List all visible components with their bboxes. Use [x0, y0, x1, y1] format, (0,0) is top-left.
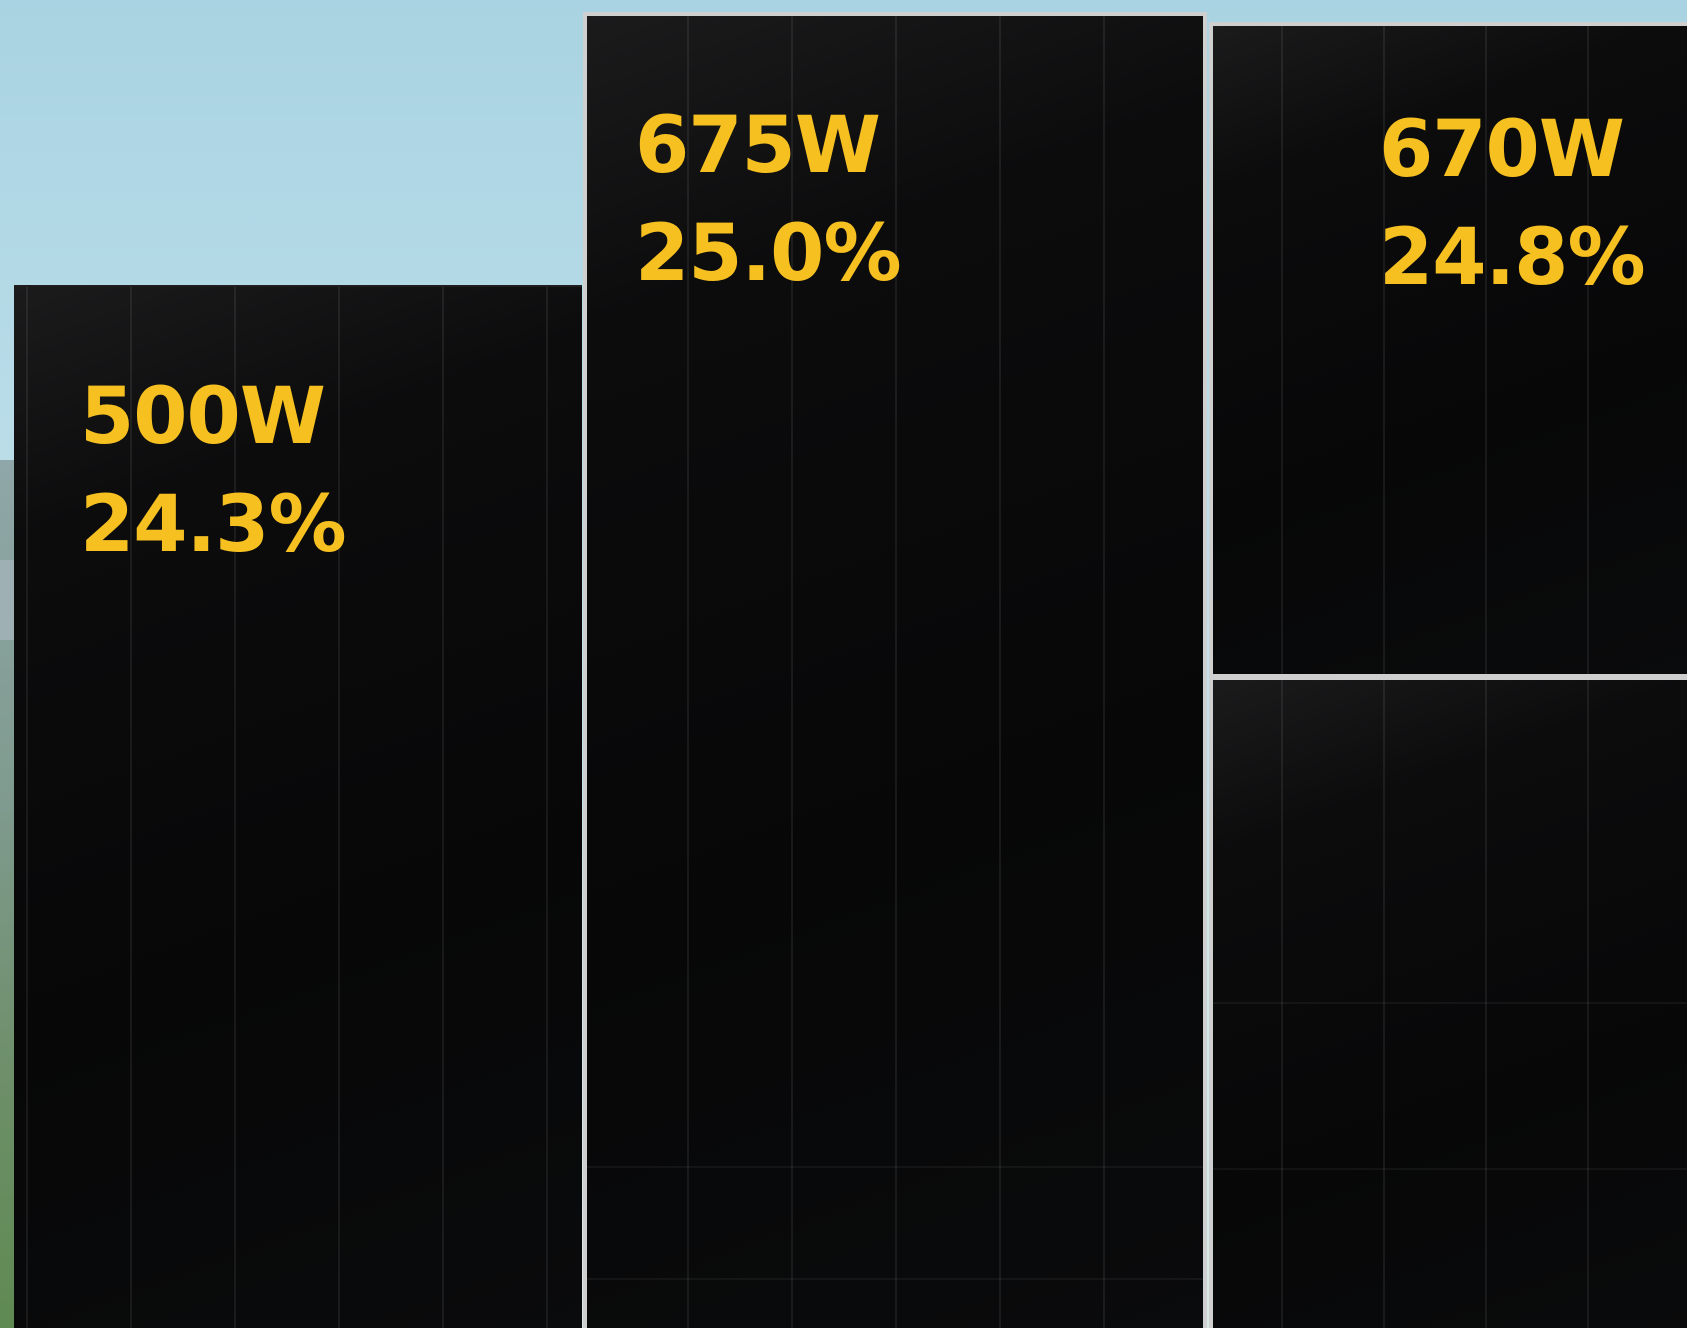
- panel-cell-lines: [587, 16, 1203, 1328]
- solar-panel-lower: [1209, 676, 1687, 1328]
- panel-cell-divider: [587, 1166, 1203, 1168]
- panel-efficiency: 24.8%: [1379, 213, 1646, 303]
- panel-cell-lines: [14, 287, 582, 1328]
- solar-panel-675w: 675W 25.0%: [583, 12, 1207, 1328]
- panel-power: 670W: [1379, 105, 1625, 195]
- panel-cell-divider: [587, 1278, 1203, 1280]
- panel-cell-divider: [1213, 1002, 1687, 1004]
- solar-panel-670w: 670W 24.8%: [1209, 22, 1687, 678]
- panel-cell-divider: [1213, 1168, 1687, 1170]
- panel-efficiency: 25.0%: [635, 209, 902, 299]
- panel-spec-label: 675W 25.0%: [635, 92, 902, 308]
- panel-power: 675W: [635, 101, 881, 191]
- panel-spec-label: 670W 24.8%: [1379, 96, 1646, 312]
- solar-panel-500w: 500W 24.3%: [14, 285, 582, 1328]
- panel-efficiency: 24.3%: [80, 480, 347, 570]
- panel-power: 500W: [80, 372, 326, 462]
- panel-cell-lines: [1213, 680, 1687, 1328]
- panel-cell-lines: [1213, 26, 1687, 674]
- panel-spec-label: 500W 24.3%: [80, 363, 347, 579]
